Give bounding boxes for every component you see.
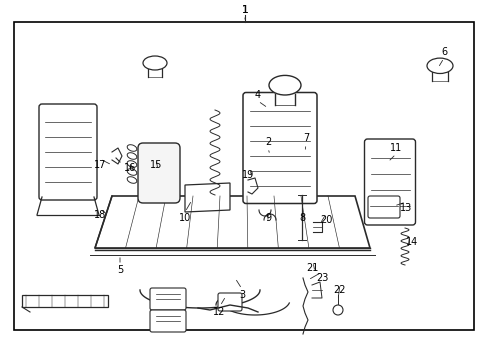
FancyBboxPatch shape — [218, 293, 242, 311]
Text: 13: 13 — [399, 203, 411, 213]
Text: 1: 1 — [241, 5, 248, 15]
Ellipse shape — [426, 58, 452, 73]
Text: 20: 20 — [319, 215, 331, 225]
Ellipse shape — [127, 177, 137, 183]
Text: 17: 17 — [94, 160, 106, 170]
Text: 5: 5 — [117, 265, 123, 275]
Bar — [22, 295, 108, 307]
Bar — [14, 22, 473, 330]
FancyBboxPatch shape — [39, 104, 97, 200]
Text: 23: 23 — [315, 273, 327, 283]
FancyBboxPatch shape — [243, 93, 316, 203]
Text: 1: 1 — [242, 5, 247, 15]
FancyBboxPatch shape — [150, 310, 185, 332]
Text: 10: 10 — [179, 213, 191, 223]
Text: 12: 12 — [212, 307, 225, 317]
Text: 19: 19 — [242, 170, 254, 180]
Ellipse shape — [127, 161, 137, 167]
Text: 8: 8 — [298, 213, 305, 223]
Text: 2: 2 — [264, 137, 270, 147]
Ellipse shape — [268, 75, 301, 95]
Text: 7: 7 — [302, 133, 308, 143]
Ellipse shape — [127, 153, 137, 159]
Ellipse shape — [127, 169, 137, 175]
Text: 9: 9 — [264, 213, 270, 223]
Ellipse shape — [142, 56, 167, 70]
Text: 15: 15 — [149, 160, 162, 170]
Polygon shape — [95, 196, 369, 248]
FancyBboxPatch shape — [150, 288, 185, 310]
Text: 6: 6 — [440, 47, 446, 57]
Text: 14: 14 — [405, 237, 417, 247]
FancyBboxPatch shape — [138, 143, 180, 203]
FancyBboxPatch shape — [364, 139, 415, 225]
FancyBboxPatch shape — [367, 196, 399, 218]
Ellipse shape — [332, 305, 342, 315]
Text: 22: 22 — [333, 285, 346, 295]
Text: 16: 16 — [123, 163, 136, 173]
Text: 21: 21 — [305, 263, 318, 273]
Polygon shape — [184, 183, 229, 212]
Ellipse shape — [127, 145, 137, 151]
Text: 3: 3 — [239, 290, 244, 300]
Text: 4: 4 — [254, 90, 261, 100]
Text: 11: 11 — [389, 143, 401, 153]
Text: 18: 18 — [94, 210, 106, 220]
